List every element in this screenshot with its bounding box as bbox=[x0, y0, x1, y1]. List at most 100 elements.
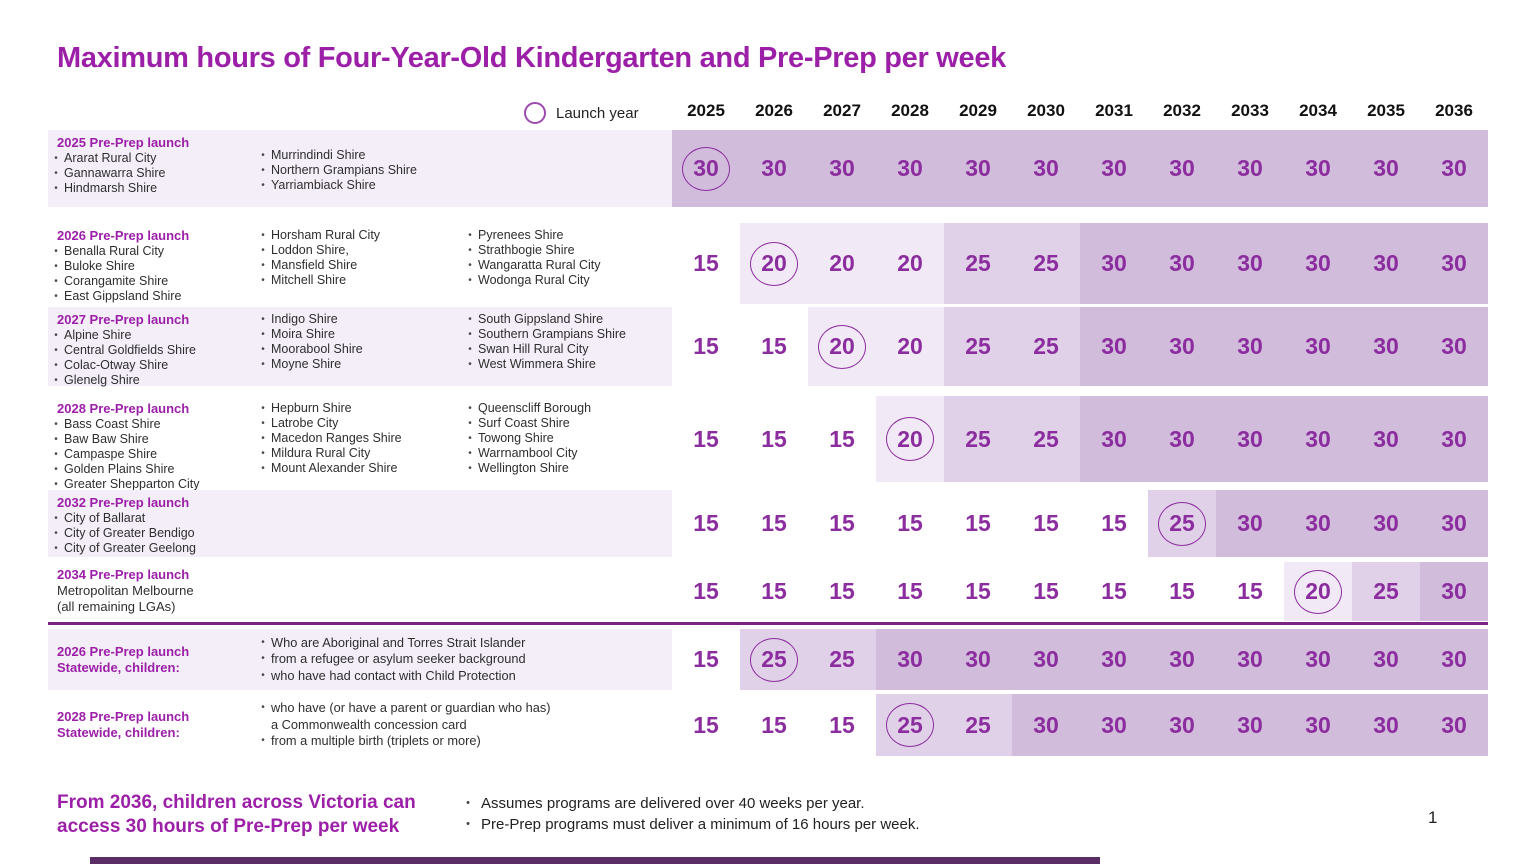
lga-item-text: Southern Grampians Shire bbox=[478, 327, 626, 341]
hours-value: 15 bbox=[829, 578, 855, 604]
lga-item: • City of Greater Bendigo bbox=[48, 526, 672, 541]
bullet-icon: • bbox=[468, 433, 472, 444]
hours-cell-2034: 30 bbox=[1284, 490, 1352, 557]
hours-cell-2025: 15 bbox=[672, 490, 740, 557]
lga-item-text: Moorabool Shire bbox=[271, 342, 363, 356]
hours-cell-2026: 30 bbox=[740, 130, 808, 207]
hours-cell-2029: 25 bbox=[944, 694, 1012, 756]
hours-value: 30 bbox=[897, 155, 923, 181]
lga-item-text: Northern Grampians Shire bbox=[271, 163, 417, 177]
hours-value: 30 bbox=[1237, 250, 1263, 276]
lga-item: • Yarriambiack Shire bbox=[255, 178, 460, 193]
hours-cell-2026: 25 bbox=[740, 629, 808, 690]
launch-year-marker: 25 bbox=[1158, 501, 1206, 546]
hours-value: 20 bbox=[897, 250, 923, 276]
hours-value: 25 bbox=[965, 425, 991, 452]
lga-item-text: Moyne Shire bbox=[271, 357, 342, 371]
hours-value: 30 bbox=[1441, 333, 1467, 359]
lga-item-text: Yarriambiack Shire bbox=[271, 178, 376, 192]
hours-value: 15 bbox=[965, 578, 991, 604]
hours-cell-2033: 15 bbox=[1216, 562, 1284, 621]
launch-year-circle-icon bbox=[524, 102, 546, 124]
hours-value: 30 bbox=[1101, 155, 1127, 181]
launch-year-marker: 20 bbox=[1294, 569, 1342, 614]
hours-value: 30 bbox=[1441, 425, 1467, 452]
hours-cell-2028: 25 bbox=[876, 694, 944, 756]
lga-item: • Hindmarsh Shire bbox=[48, 181, 672, 196]
bullet-icon: • bbox=[54, 449, 58, 460]
hours-value: 30 bbox=[1033, 711, 1059, 738]
hours-value: 30 bbox=[1169, 155, 1195, 181]
bullet-icon: • bbox=[261, 150, 265, 161]
hours-cell-2034: 20 bbox=[1284, 562, 1352, 621]
year-header-2031: 2031 bbox=[1095, 101, 1133, 120]
hours-cell-2026: 20 bbox=[740, 223, 808, 304]
lga-item: • Wangaratta Rural City bbox=[462, 258, 667, 273]
hours-cell-2033: 30 bbox=[1216, 307, 1284, 386]
row-label-2028-pre-prep-launch: 2028 Pre-Prep launch • Bass Coast Shire • Ba… bbox=[48, 396, 672, 491]
hours-value: 30 bbox=[1305, 250, 1331, 276]
criteria-item-text: who have had contact with Child Protecti… bbox=[271, 667, 516, 683]
hours-cell-2036: 30 bbox=[1420, 223, 1488, 304]
year-header-2029: 2029 bbox=[959, 101, 997, 120]
hours-value: 25 bbox=[1373, 578, 1399, 604]
bullet-icon: • bbox=[261, 463, 265, 474]
lga-item: • Mildura Rural City bbox=[255, 446, 460, 461]
hours-value: 20 bbox=[897, 333, 923, 359]
bullet-icon: • bbox=[54, 246, 58, 257]
hours-cell-2029: 15 bbox=[944, 562, 1012, 621]
bullet-icon: • bbox=[261, 702, 265, 714]
lga-item-text: Warrnambool City bbox=[478, 446, 578, 460]
criteria-item-text: Who are Aboriginal and Torres Strait Isl… bbox=[271, 634, 526, 650]
hours-cell-2030: 30 bbox=[1012, 629, 1080, 690]
launch-year-marker: 20 bbox=[886, 417, 934, 461]
hours-value: 25 bbox=[829, 646, 855, 672]
lga-column-2: • Murrindindi Shire • Northern Grampians Sh… bbox=[255, 148, 460, 193]
hours-value: 30 bbox=[1441, 646, 1467, 672]
lga-item: • Alpine Shire bbox=[48, 328, 672, 343]
bullet-icon: • bbox=[261, 165, 265, 176]
bullet-icon: • bbox=[54, 183, 58, 194]
row-values-6: 15 15 15 15 15 15 15 15 15 20 25 30 bbox=[672, 562, 1488, 621]
hours-value: 25 bbox=[965, 333, 991, 359]
bottom-accent-bar bbox=[90, 857, 1100, 864]
hours-cell-2036: 30 bbox=[1420, 562, 1488, 621]
hours-cell-2034: 30 bbox=[1284, 629, 1352, 690]
lga-item: • Murrindindi Shire bbox=[255, 148, 460, 163]
hours-value: 15 bbox=[761, 510, 787, 536]
bullet-icon: • bbox=[261, 653, 265, 665]
lga-item-text: Surf Coast Shire bbox=[478, 416, 570, 430]
lga-item-text: Wellington Shire bbox=[478, 461, 569, 475]
lga-item: • East Gippsland Shire bbox=[48, 289, 672, 304]
hours-cell-2028: 15 bbox=[876, 490, 944, 557]
hours-cell-2025: 15 bbox=[672, 307, 740, 386]
hours-value: 30 bbox=[693, 155, 719, 181]
hours-cell-2026: 15 bbox=[740, 490, 808, 557]
lga-item: • Moorabool Shire bbox=[255, 342, 460, 357]
hours-value: 30 bbox=[829, 155, 855, 181]
year-header-2027: 2027 bbox=[823, 101, 861, 120]
lga-item: • Latrobe City bbox=[255, 416, 460, 431]
lga-item-text: Indigo Shire bbox=[271, 312, 338, 326]
lga-item-text: East Gippsland Shire bbox=[64, 289, 182, 303]
hours-value: 15 bbox=[761, 333, 787, 359]
row-values-8: 15 15 15 25 25 30 30 30 30 30 30 30 bbox=[672, 694, 1488, 756]
hours-cell-2025: 15 bbox=[672, 223, 740, 304]
hours-cell-2028: 30 bbox=[876, 130, 944, 207]
lga-item-text: Bass Coast Shire bbox=[64, 417, 161, 431]
lga-item-text: Horsham Rural City bbox=[271, 228, 381, 242]
hours-value: 25 bbox=[897, 711, 923, 738]
hours-cell-2036: 30 bbox=[1420, 307, 1488, 386]
hours-cell-2027: 30 bbox=[808, 130, 876, 207]
hours-cell-2028: 15 bbox=[876, 562, 944, 621]
bullet-icon: • bbox=[261, 230, 265, 241]
bullet-icon: • bbox=[468, 418, 472, 429]
lga-item-text: Baw Baw Shire bbox=[64, 432, 149, 446]
bullet-icon: • bbox=[468, 448, 472, 459]
hours-cell-2029: 30 bbox=[944, 629, 1012, 690]
hours-value: 15 bbox=[829, 425, 855, 452]
hours-cell-2029: 25 bbox=[944, 396, 1012, 482]
hours-value: 20 bbox=[1305, 578, 1331, 604]
bullet-icon: • bbox=[54, 464, 58, 475]
